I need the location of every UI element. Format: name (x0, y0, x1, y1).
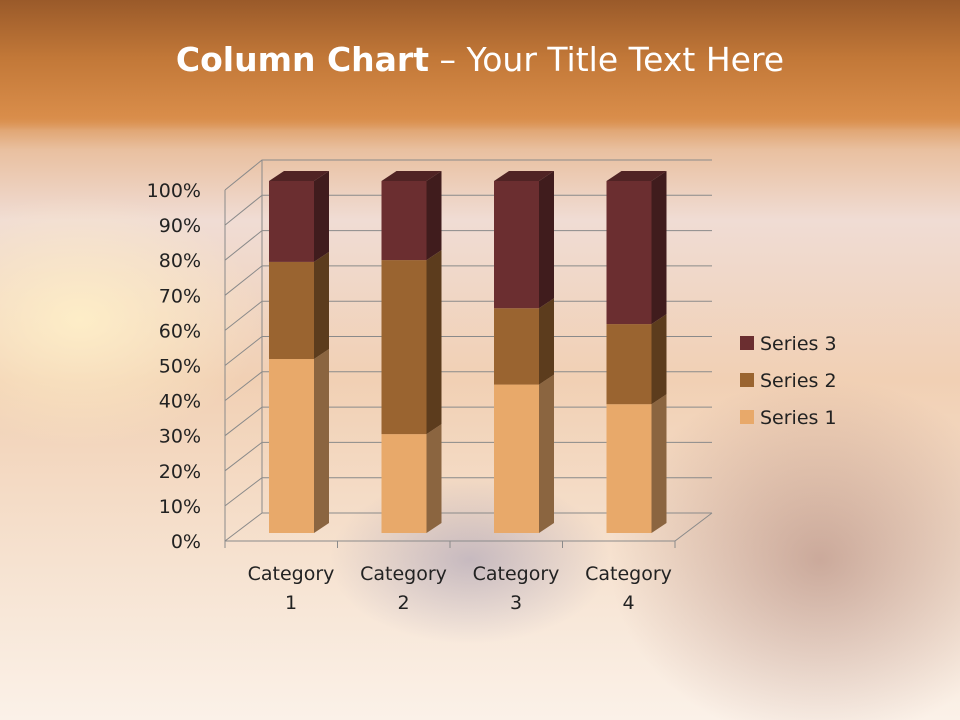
x-tick-label: 3 (510, 592, 522, 614)
y-tick-label: 50% (159, 356, 201, 378)
bar-side (426, 424, 442, 533)
x-tick-label: Category (473, 563, 560, 585)
bar-side (314, 349, 329, 533)
bar-segment (381, 181, 427, 261)
slide-title: Column Chart – Your Title Text Here (0, 40, 960, 79)
bar-top (381, 171, 442, 181)
title-bold: Column Chart (175, 40, 429, 79)
title-rest: – Your Title Text Here (428, 40, 785, 79)
bar-segment (494, 384, 539, 533)
bar-segment (269, 261, 314, 360)
y-tick-label: 20% (159, 461, 201, 483)
x-tick-label: Category (360, 563, 447, 585)
bar-segment (381, 260, 427, 435)
y-tick-label: 70% (159, 285, 201, 307)
bar-segment (494, 308, 539, 385)
title-band (0, 0, 960, 130)
legend-label: Series 1 (760, 407, 837, 429)
bar-side (539, 374, 554, 533)
bar-side (314, 251, 329, 360)
x-tick-label: Category (248, 563, 335, 585)
legend-swatch (740, 410, 754, 424)
bar-side (314, 171, 329, 262)
y-tick-label: 90% (159, 215, 201, 237)
bar-segment (606, 404, 652, 533)
bar-segment (494, 181, 539, 309)
bar-top (269, 171, 329, 181)
legend-swatch (740, 373, 754, 387)
legend-label: Series 3 (760, 333, 837, 355)
y-tick-label: 100% (147, 180, 201, 202)
bar-segment (606, 181, 652, 325)
y-tick-label: 60% (159, 320, 201, 342)
bar-side (539, 171, 554, 309)
bar-side (539, 298, 554, 385)
legend-label: Series 2 (760, 370, 837, 392)
bar-side (651, 394, 667, 533)
y-tick-label: 40% (159, 391, 201, 413)
x-tick-label: Category (585, 563, 672, 585)
bar-side (426, 171, 442, 261)
bar-segment (381, 434, 427, 533)
bar-side (651, 314, 667, 405)
y-tick-label: 0% (171, 531, 201, 553)
bar-side (426, 250, 442, 435)
x-tick-label: 2 (397, 592, 409, 614)
y-tick-label: 30% (159, 426, 201, 448)
legend-swatch (740, 336, 754, 350)
bar-top (606, 171, 667, 181)
x-tick-label: 4 (622, 592, 634, 614)
y-tick-label: 10% (159, 496, 201, 518)
bar-top (494, 171, 554, 181)
x-tick-label: 1 (285, 592, 297, 614)
y-tick-label: 80% (159, 250, 201, 272)
bar-segment (269, 359, 314, 533)
bar-segment (269, 181, 314, 262)
bar-side (651, 171, 667, 325)
bar-segment (606, 324, 652, 405)
